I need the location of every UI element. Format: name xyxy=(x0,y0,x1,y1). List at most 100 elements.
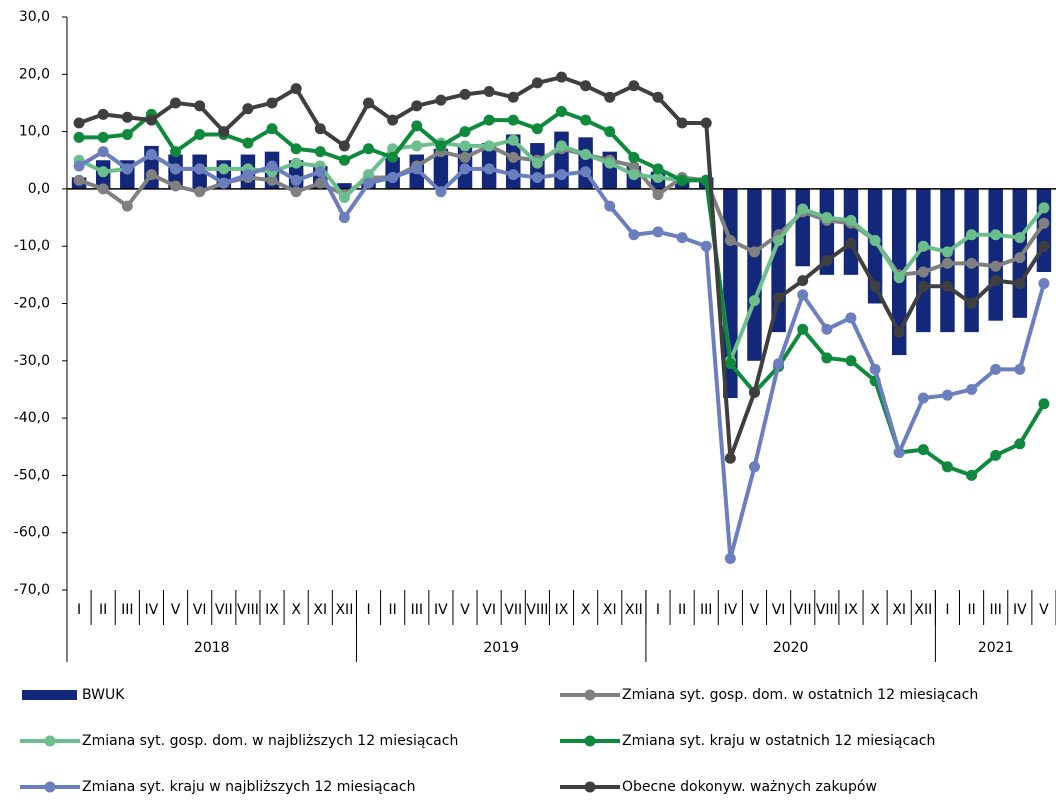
marker xyxy=(700,117,712,129)
legend-marker xyxy=(584,689,596,701)
marker xyxy=(483,140,495,152)
marker xyxy=(917,266,929,278)
x-tick-label: V xyxy=(460,602,470,618)
marker xyxy=(917,240,929,252)
marker xyxy=(821,212,833,224)
marker xyxy=(869,363,881,375)
marker xyxy=(459,163,471,175)
marker xyxy=(845,214,857,226)
x-tick-label: IV xyxy=(145,602,159,618)
marker xyxy=(97,183,109,195)
legend-marker xyxy=(44,781,56,793)
marker xyxy=(748,246,760,258)
y-tick-label: 0,0 xyxy=(28,181,50,197)
legend-label: Zmiana syt. gosp. dom. w ostatnich 12 mi… xyxy=(622,687,978,703)
x-tick-label: XII xyxy=(914,602,932,618)
marker xyxy=(676,117,688,129)
marker xyxy=(966,383,978,395)
x-tick-label: V xyxy=(1039,602,1049,618)
marker xyxy=(917,392,929,404)
marker xyxy=(724,358,736,370)
marker xyxy=(724,452,736,464)
x-tick-label: I xyxy=(77,602,81,618)
marker xyxy=(724,234,736,246)
bar xyxy=(795,188,810,267)
x-tick-label: VII xyxy=(794,602,812,618)
marker xyxy=(483,114,495,126)
marker xyxy=(121,128,133,140)
year-label: 2019 xyxy=(483,640,519,656)
marker xyxy=(363,169,375,181)
marker xyxy=(314,146,326,158)
y-tick-label: -30,0 xyxy=(14,353,50,369)
x-tick-label: II xyxy=(678,602,686,618)
marker xyxy=(1038,202,1050,214)
bar xyxy=(554,131,569,189)
legend-label: Zmiana syt. gosp. dom. w najbliższych 12… xyxy=(82,733,458,749)
marker xyxy=(966,298,978,309)
x-tick-label: IX xyxy=(844,602,858,618)
marker xyxy=(941,257,953,269)
marker xyxy=(990,363,1002,375)
marker xyxy=(1038,398,1050,410)
marker xyxy=(797,323,809,335)
x-tick-label: IV xyxy=(1013,602,1027,618)
bar xyxy=(747,188,762,361)
marker xyxy=(580,80,592,92)
marker xyxy=(652,226,664,238)
marker xyxy=(604,200,616,212)
marker xyxy=(748,386,760,398)
marker xyxy=(845,355,857,367)
y-tick-label: -70,0 xyxy=(14,582,50,598)
marker xyxy=(628,169,640,181)
marker xyxy=(507,114,519,126)
x-tick-label: I xyxy=(366,602,370,618)
marker xyxy=(121,163,133,175)
marker xyxy=(73,160,85,172)
marker xyxy=(797,275,809,287)
x-tick-label: III xyxy=(121,602,133,618)
marker xyxy=(218,126,230,138)
bar xyxy=(843,188,859,275)
marker xyxy=(363,177,375,189)
y-tick-label: -40,0 xyxy=(14,410,50,426)
marker xyxy=(941,389,953,401)
marker xyxy=(97,146,109,158)
x-tick-label: XII xyxy=(625,602,643,618)
marker xyxy=(917,280,929,292)
marker xyxy=(218,177,230,189)
marker xyxy=(170,163,182,175)
marker xyxy=(363,143,375,155)
marker xyxy=(893,272,905,284)
marker xyxy=(941,246,953,258)
marker xyxy=(1014,252,1026,264)
marker xyxy=(941,280,953,292)
marker xyxy=(652,91,664,103)
marker xyxy=(266,123,278,135)
legend-marker xyxy=(44,735,56,747)
marker xyxy=(797,289,809,301)
marker xyxy=(290,83,302,95)
y-tick-label: 30,0 xyxy=(19,9,50,25)
marker xyxy=(556,106,567,118)
x-tick-label: II xyxy=(389,602,397,618)
marker xyxy=(580,166,592,178)
legend-marker xyxy=(584,781,596,793)
marker xyxy=(483,85,495,97)
legend-marker xyxy=(584,735,596,747)
marker xyxy=(1038,240,1050,252)
marker xyxy=(121,200,133,212)
x-tick-label: I xyxy=(945,602,949,618)
legend-label: BWUK xyxy=(82,687,125,703)
marker xyxy=(435,94,447,106)
marker xyxy=(652,163,664,175)
marker xyxy=(97,108,109,120)
marker xyxy=(821,255,833,267)
y-tick-label: 20,0 xyxy=(19,66,50,82)
marker xyxy=(628,229,640,241)
bar xyxy=(988,188,1003,321)
marker xyxy=(387,151,399,163)
marker xyxy=(242,103,254,115)
marker xyxy=(73,174,85,186)
